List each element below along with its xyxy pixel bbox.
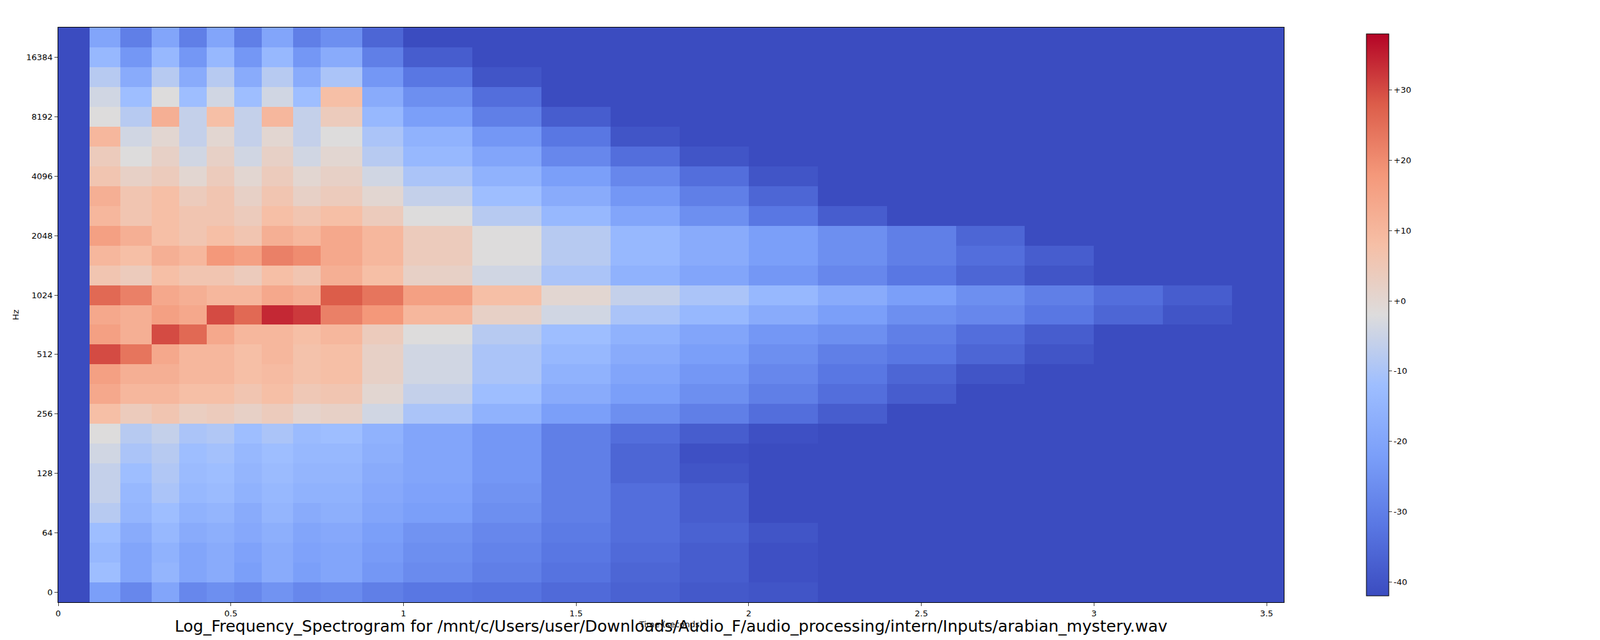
svg-text:-20: -20 <box>1393 436 1408 447</box>
svg-text:+20: +20 <box>1393 155 1412 166</box>
svg-text:2048: 2048 <box>31 231 53 241</box>
svg-text:8192: 8192 <box>31 112 53 122</box>
svg-text:+0: +0 <box>1393 296 1407 306</box>
svg-text:1024: 1024 <box>31 290 53 301</box>
svg-text:Hz: Hz <box>10 309 21 321</box>
svg-text:Time (seconds): Time (seconds) <box>638 619 703 630</box>
svg-text:0: 0 <box>47 587 53 598</box>
svg-text:4096: 4096 <box>31 171 53 182</box>
svg-text:-40: -40 <box>1393 577 1408 587</box>
svg-text:+30: +30 <box>1393 85 1412 95</box>
svg-text:0: 0 <box>55 608 61 619</box>
svg-text:2: 2 <box>746 608 752 619</box>
svg-text:64: 64 <box>42 528 54 538</box>
svg-text:1: 1 <box>400 608 406 619</box>
svg-text:0.5: 0.5 <box>224 608 238 619</box>
svg-text:3: 3 <box>1091 608 1097 619</box>
svg-text:2.5: 2.5 <box>914 608 928 619</box>
svg-text:-30: -30 <box>1393 506 1408 517</box>
svg-text:+10: +10 <box>1393 225 1412 236</box>
svg-text:3.5: 3.5 <box>1260 608 1274 619</box>
svg-text:Log_Frequency_Spectrogram for: Log_Frequency_Spectrogram for /mnt/c/Use… <box>174 616 1168 636</box>
svg-text:512: 512 <box>37 349 54 360</box>
svg-text:128: 128 <box>37 468 54 479</box>
svg-text:16384: 16384 <box>26 52 53 63</box>
svg-text:256: 256 <box>37 408 54 419</box>
svg-text:-10: -10 <box>1393 366 1408 376</box>
svg-text:1.5: 1.5 <box>569 608 584 619</box>
